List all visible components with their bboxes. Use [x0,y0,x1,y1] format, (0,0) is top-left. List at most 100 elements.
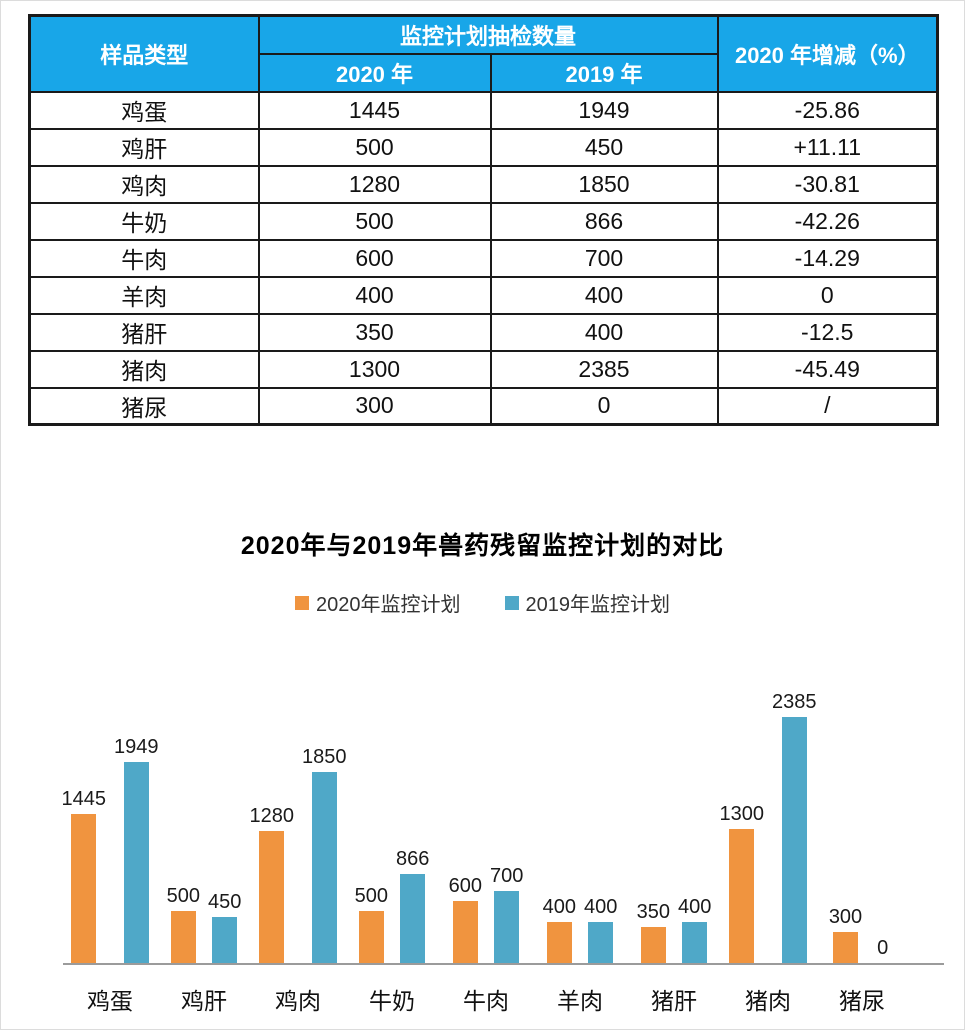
table-cell-y2019: 1949 [489,90,719,130]
table-cell-y2019: 400 [489,312,719,352]
bar-value-label: 0 [877,937,889,959]
bar-2019 [588,922,614,963]
table-cell-change: -25.86 [716,90,939,130]
comparison-chart: 2020年与2019年兽药残留监控计划的对比 2020年监控计划 2019年监控… [1,526,964,1016]
table-cell-y2020: 1445 [257,90,492,130]
legend-swatch-2020 [295,595,309,610]
bar-plot: 1445 1949 500 450 1280 1850 500 866 600 700 400 400… [61,625,944,1016]
x-axis-label: 牛肉 [463,988,509,1014]
bar-column: 300 [829,906,862,963]
bar-column: 600 [449,875,482,963]
bar-group: 350 400 [627,896,721,963]
bar-value-label: 2385 [772,691,817,713]
table-row: 鸡肉 1280 1850 -30.81 [28,164,939,204]
bar-column: 500 [355,885,388,963]
bar-2019 [400,874,426,963]
bar-group: 400 400 [533,896,627,963]
table-row: 羊肉 400 400 0 [28,275,939,315]
table-row: 猪尿 300 0/ [28,386,939,426]
col-header-plan-quantity: 监控计划抽检数量 [257,14,719,55]
bar-2020 [452,901,478,963]
bar-column: 400 [543,896,576,963]
bar-value-label: 400 [678,896,712,918]
bar-value-label: 700 [490,865,524,887]
chart-title: 2020年与2019年兽药残留监控计划的对比 [240,532,725,560]
x-axis-line: 1445 1949 500 450 1280 1850 500 866 600 700 400 400… [61,625,944,965]
x-axis-label: 羊肉 [557,988,603,1014]
table-cell-y2019: 866 [489,201,719,241]
col-header-sample-type: 样品类型 [28,14,260,93]
bar-value-label: 1445 [61,788,107,810]
table-row: 牛肉 600 700 -14.29 [28,238,939,278]
table-cell-y2019: 700 [489,238,719,278]
table-cell-y2019: 400 [489,275,719,315]
x-axis-label: 猪肝 [651,988,697,1014]
bar-column: 0 [870,937,895,963]
x-axis-label: 猪尿 [839,988,885,1014]
table-cell-y2020: 350 [257,312,492,352]
table-row: 鸡蛋 1445 1949 -25.86 [28,90,939,130]
sampling-table: 样品类型 监控计划抽检数量 2020 年增减（%） 2020 年 2019 年 … [28,14,940,426]
bar-2020 [640,927,666,963]
table-cell-type: 猪肉 [28,349,260,389]
table-cell-y2020: 1300 [257,349,492,389]
table-cell-y2019: 450 [489,127,719,167]
table-cell-change: +11.11 [716,127,939,167]
bar-value-label: 300 [828,906,863,928]
x-axis-label: 猪肉 [745,988,791,1014]
table-cell-type: 鸡肉 [28,164,260,204]
table-cell-y2019: 2385 [489,349,719,389]
bar-column: 450 [208,891,241,963]
table-body: 鸡蛋 1445 1949 -25.86 鸡肝 500 450 +11.11 鸡肉 1280 1850… [28,90,939,426]
table-cell-y2020: 1280 [257,164,492,204]
legend-label-2020: 2020年监控计划 [316,594,461,616]
table-cell-y2020: 500 [257,201,492,241]
bar-2020 [833,932,858,963]
bar-group: 500 866 [345,848,439,963]
x-axis-label: 鸡肉 [275,988,321,1014]
col-header-2020: 2020 年 [257,52,492,93]
table-cell-type: 鸡蛋 [28,90,260,130]
table-row: 猪肉 1300 2385 -45.49 [28,349,939,389]
legend-item-2019: 2019年监控计划 [504,588,671,617]
table-row: 鸡肝 500 450 +11.11 [28,127,939,167]
bar-column: 1850 [302,746,347,963]
bar-value-label: 1300 [719,803,765,825]
bar-value-label: 866 [396,848,430,870]
col-header-change: 2020 年增减（%） [716,14,939,93]
table-cell-change: -45.49 [716,349,939,389]
bar-column: 1445 [61,788,107,963]
bar-column: 866 [396,848,429,963]
bar-column: 1300 [719,803,765,963]
legend-swatch-2019 [504,595,519,610]
bar-value-label: 1280 [249,805,295,827]
table-cell-y2019: 0 [489,386,719,426]
bar-column: 1949 [114,736,159,963]
table-cell-change: 0 [716,275,939,315]
legend-label-2019: 2019年监控计划 [525,594,671,616]
bar-value-label: 400 [542,896,576,918]
bar-column: 1280 [249,805,295,963]
table-row: 猪肝 350 400 -12.5 [28,312,939,352]
x-axis-label: 鸡肝 [181,988,227,1014]
bar-value-label: 500 [354,885,388,907]
bar-value-label: 1850 [302,746,347,768]
bar-value-label: 500 [166,885,200,907]
bar-value-label: 600 [448,875,482,897]
table-cell-y2020: 500 [257,127,492,167]
bar-value-label: 350 [636,901,670,923]
bar-2020 [729,829,755,963]
bar-value-label: 400 [584,896,618,918]
bar-column: 500 [167,885,200,963]
table-cell-change: -30.81 [716,164,939,204]
bar-column: 2385 [772,691,817,963]
table-cell-type: 羊肉 [28,275,260,315]
bar-2020 [259,831,285,963]
bar-2019 [311,772,337,963]
table-cell-change: / [716,386,939,426]
bar-value-label: 450 [208,891,242,913]
bar-2019 [682,922,708,963]
x-axis-labels: 鸡蛋 鸡肝 鸡肉 牛奶 牛肉 羊肉 猪肝 猪肉 猪尿 [63,982,944,1016]
bar-group: 600 700 [439,865,533,963]
table-cell-y2019: 1850 [489,164,719,204]
